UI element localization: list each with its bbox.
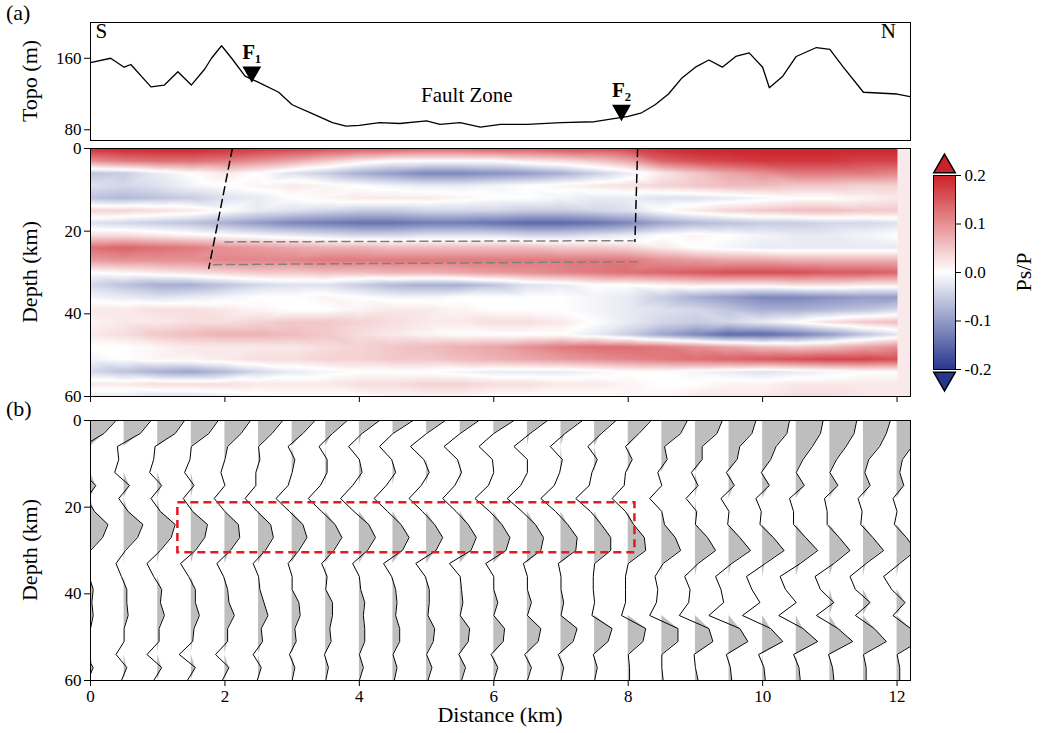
svg-text:4: 4 <box>355 687 364 706</box>
svg-text:10: 10 <box>754 687 771 706</box>
html-text:(b): (b) <box>6 396 32 421</box>
html-text:Distance (km): Distance (km) <box>437 702 563 727</box>
svg-text:0.0: 0.0 <box>965 263 986 282</box>
html-text:(a): (a) <box>6 0 31 25</box>
svg-text:0: 0 <box>86 687 95 706</box>
svg-text:6: 6 <box>490 687 499 706</box>
svg-text:80: 80 <box>65 120 82 139</box>
svg-text:Fault Zone: Fault Zone <box>421 83 513 107</box>
svg-text:40: 40 <box>65 304 82 323</box>
svg-text:20: 20 <box>65 498 82 517</box>
html-text:Depth (km): Depth (km) <box>17 221 42 323</box>
svg-text:2: 2 <box>221 687 230 706</box>
svg-text:S: S <box>95 19 108 44</box>
svg-text:20: 20 <box>65 222 82 241</box>
svg-text:60: 60 <box>65 671 82 690</box>
svg-text:40: 40 <box>65 584 82 603</box>
svg-text:0: 0 <box>73 139 82 158</box>
svg-text:0: 0 <box>73 411 82 430</box>
svg-text:F₁: F₁ <box>242 40 261 64</box>
svg-text:8: 8 <box>624 687 633 706</box>
svg-text:0.2: 0.2 <box>965 166 986 185</box>
svg-text:12: 12 <box>889 687 906 706</box>
svg-text:-0.2: -0.2 <box>965 360 992 379</box>
svg-text:0.1: 0.1 <box>965 214 986 233</box>
html-text:Depth (km): Depth (km) <box>17 499 42 601</box>
svg-text:60: 60 <box>65 387 82 406</box>
html-text:Ps/P: Ps/P <box>1011 252 1036 292</box>
svg-text:N: N <box>880 19 896 44</box>
svg-text:F₂: F₂ <box>612 78 631 102</box>
svg-text:160: 160 <box>56 49 82 68</box>
html-text:Topo (m): Topo (m) <box>17 39 42 123</box>
svg-text:-0.1: -0.1 <box>965 311 992 330</box>
